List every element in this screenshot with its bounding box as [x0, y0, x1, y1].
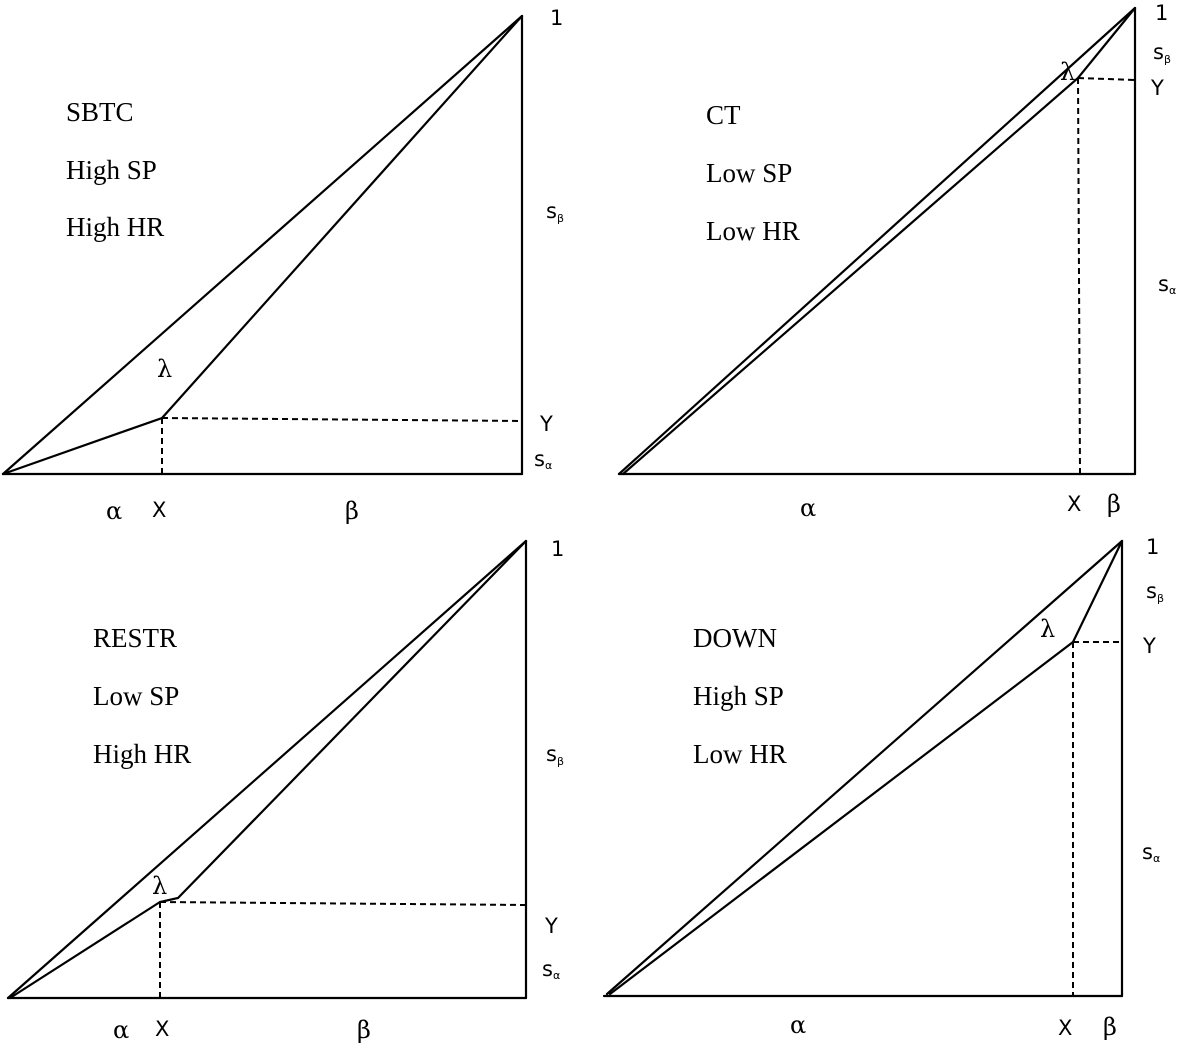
- lambda-label: λ: [1040, 615, 1055, 643]
- hr-label: Low HR: [693, 739, 787, 769]
- diagonal: [617, 6, 1137, 476]
- s-alpha-label: sα: [542, 957, 560, 982]
- panel-ct: CT Low SP Low HR λ 1 sβ Y sα α X β: [617, 1, 1176, 522]
- beta-label: β: [345, 497, 359, 525]
- lambda-label: λ: [1060, 58, 1075, 86]
- y-label: Y: [539, 412, 553, 436]
- x-label: X: [155, 1017, 169, 1041]
- alpha-label: α: [113, 1016, 129, 1044]
- x-label: X: [1067, 492, 1081, 516]
- y-dashed-line: [1077, 77, 1136, 81]
- panel-down: DOWN High SP Low HR λ 1 sβ Y sα α X β: [602, 535, 1164, 1041]
- alpha-label: α: [106, 497, 122, 525]
- diagonal: [6, 539, 528, 1000]
- diagonal: [1, 14, 524, 476]
- sp-label: High SP: [693, 681, 784, 711]
- panel-title: DOWN: [693, 623, 777, 653]
- panel-sbtc: SBTC High SP High HR λ 1 sβ Y sα α X β: [1, 6, 564, 525]
- y-label: Y: [544, 914, 558, 938]
- alpha-label: α: [800, 494, 816, 522]
- one-label: 1: [551, 537, 564, 561]
- beta-label: β: [1107, 490, 1121, 518]
- one-label: 1: [1146, 535, 1159, 559]
- lorenz-curve: [8, 539, 528, 1000]
- hr-label: High HR: [93, 739, 191, 769]
- lambda-label: λ: [157, 355, 172, 383]
- panel-title: CT: [706, 100, 741, 130]
- s-beta-label: sβ: [1146, 579, 1164, 605]
- s-alpha-label: sα: [1142, 840, 1160, 865]
- y-dashed-line: [161, 417, 523, 422]
- x-label: X: [1058, 1016, 1072, 1040]
- panel-restr: RESTR Low SP High HR λ 1 sβ Y sα α X β: [6, 537, 564, 1044]
- hr-label: High HR: [66, 212, 164, 242]
- alpha-label: α: [790, 1011, 806, 1039]
- y-label: Y: [1142, 634, 1156, 658]
- hr-label: Low HR: [706, 216, 800, 246]
- s-beta-label: sβ: [1153, 40, 1171, 66]
- lambda-label: λ: [152, 872, 167, 900]
- beta-label: β: [1103, 1013, 1117, 1041]
- beta-label: β: [357, 1016, 371, 1044]
- sp-label: Low SP: [706, 158, 792, 188]
- sp-label: High SP: [66, 155, 157, 185]
- panel-title: SBTC: [66, 97, 134, 127]
- y-label: Y: [1150, 76, 1164, 100]
- s-beta-label: sβ: [546, 199, 564, 225]
- x-dashed-line: [1077, 77, 1081, 475]
- s-alpha-label: sα: [534, 447, 552, 472]
- panel-title: RESTR: [93, 623, 177, 653]
- one-label: 1: [550, 6, 563, 30]
- y-dashed-line: [159, 901, 527, 906]
- one-label: 1: [1155, 1, 1168, 25]
- s-beta-label: sβ: [546, 742, 564, 768]
- diagonal: [605, 539, 1124, 996]
- s-alpha-label: sα: [1158, 272, 1176, 297]
- x-label: X: [152, 498, 166, 522]
- sp-label: Low SP: [93, 681, 179, 711]
